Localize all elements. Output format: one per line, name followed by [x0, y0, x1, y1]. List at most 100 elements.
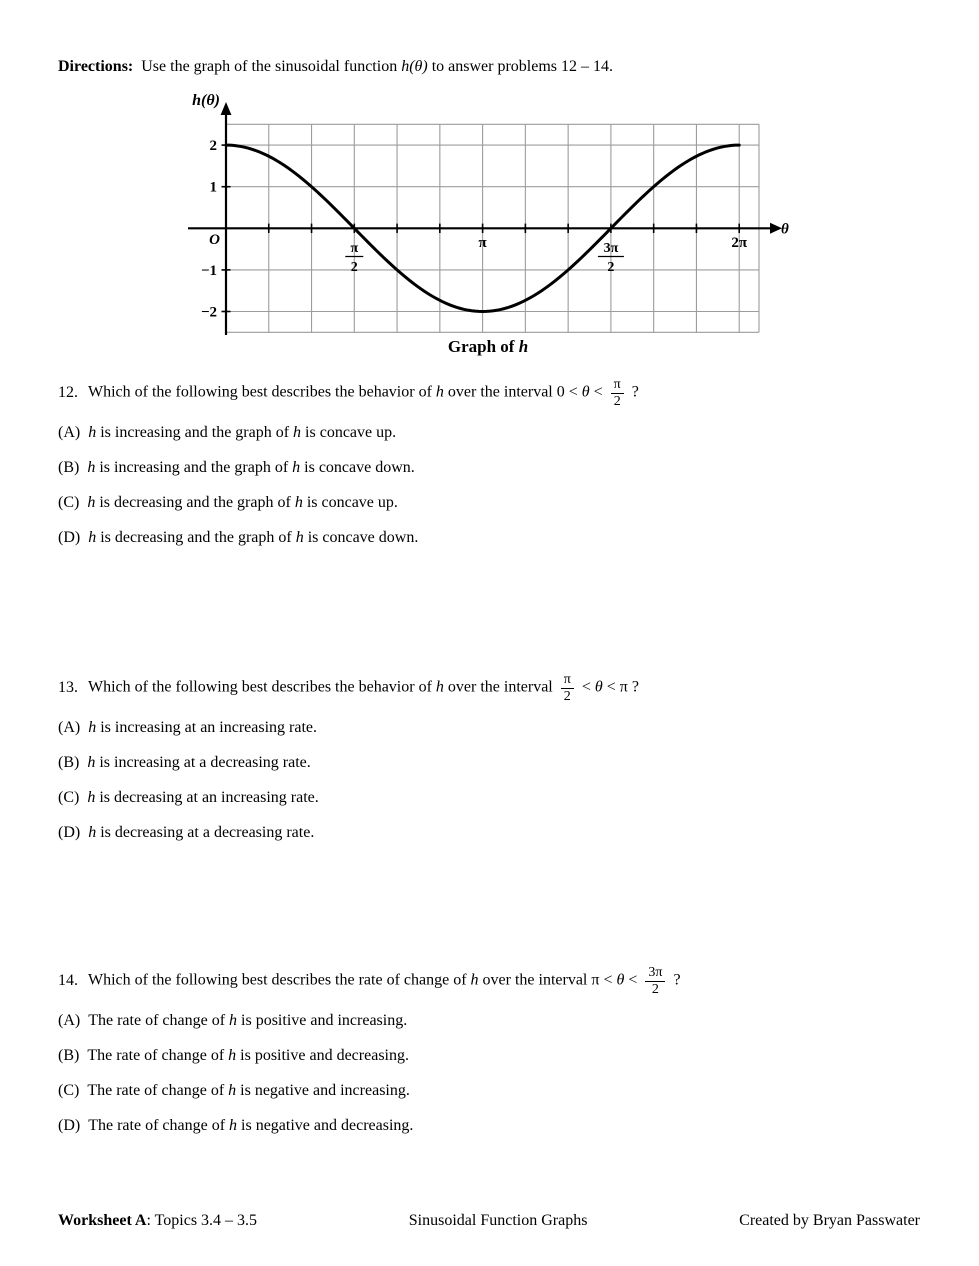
math-var: h	[294, 494, 303, 511]
question-14: 14. Which of the following best describes…	[58, 959, 938, 1151]
math-var: h	[229, 1012, 238, 1029]
choice-row: (D) h is decreasing at a decreasing rate.	[58, 823, 938, 843]
text-run: Which of the following best describes th…	[88, 383, 436, 401]
choices-list: (A) h is increasing at an increasing rate…	[58, 718, 938, 843]
text-run: The rate of change of	[87, 1047, 229, 1064]
math-var: h	[88, 719, 97, 736]
math-var: θ	[594, 678, 603, 696]
page-footer: Worksheet A: Topics 3.4 – 3.5 Sinusoidal…	[58, 1212, 920, 1230]
text-run: over the interval	[443, 678, 557, 696]
choice-row: (B) h is increasing and the graph of h is…	[58, 458, 938, 478]
footer-right: Created by Bryan Passwater	[739, 1212, 920, 1229]
question-number: 12.	[58, 384, 78, 401]
text-run: Which of the following best describes th…	[88, 678, 436, 696]
directions-text: Use the graph of the sinusoidal function	[133, 58, 402, 75]
text-run: is concave down.	[300, 459, 415, 476]
text-run: is decreasing at a decreasing rate.	[96, 824, 315, 841]
text-run: <	[624, 971, 642, 989]
text-run: is decreasing at an increasing rate.	[95, 789, 319, 806]
math-var: h	[292, 459, 301, 476]
choice-label: (C)	[58, 1082, 80, 1099]
function-graph: h(θ) θ O 2 1 −1 −2 π 2 π 3π 2 2π Graph of h	[150, 85, 800, 360]
text-run: is increasing at an increasing rate.	[96, 719, 318, 736]
math-var: h	[88, 529, 97, 546]
choice-row: (B) h is increasing at a decreasing rate.	[58, 753, 938, 773]
text-run: is concave up.	[301, 424, 397, 441]
y-tick-label: −1	[201, 263, 217, 279]
footer-topics: : Topics 3.4 – 3.5	[146, 1212, 258, 1229]
text-run: is negative and increasing.	[236, 1082, 410, 1099]
text-run: is decreasing and the graph of	[96, 529, 296, 546]
fraction-numerator: π	[610, 377, 624, 394]
text-run: is negative and decreasing.	[237, 1117, 414, 1134]
y-tick-label: −2	[201, 305, 217, 321]
choice-label: (A)	[58, 424, 81, 441]
choice-label: (D)	[58, 529, 81, 546]
math-var: h	[295, 529, 304, 546]
math-var: h	[229, 1117, 238, 1134]
text-run: 0 <	[556, 383, 582, 401]
choice-label: (B)	[58, 459, 80, 476]
function-curve	[224, 143, 741, 314]
math-var: h	[87, 494, 96, 511]
text-run: < π ?	[602, 678, 639, 696]
question-stem: 12. Which of the following best describes…	[58, 371, 938, 415]
text-run: The rate of change of	[88, 1012, 230, 1029]
question-stem: 13. Which of the following best describes…	[58, 666, 938, 710]
x-tick-label: π	[478, 235, 487, 251]
choice-label: (B)	[58, 754, 80, 771]
text-run: is positive and decreasing.	[236, 1047, 409, 1064]
choices-list: (A) The rate of change of h is positive a…	[58, 1011, 938, 1136]
choice-label: (C)	[58, 494, 80, 511]
graph-caption-text: Graph of	[447, 337, 519, 356]
x-tick-label-denominator: 2	[351, 260, 358, 275]
y-axis-label: h(θ)	[192, 92, 220, 109]
fraction-numerator: 3π	[645, 965, 666, 982]
choice-row: (C) The rate of change of h is negative a…	[58, 1081, 938, 1101]
fraction: 3π 2	[645, 965, 666, 997]
choice-label: (D)	[58, 824, 81, 841]
origin-label: O	[209, 232, 220, 248]
choice-label: (A)	[58, 1012, 81, 1029]
math-var: h	[435, 383, 444, 401]
text-run: is increasing and the graph of	[95, 459, 293, 476]
choice-label: (D)	[58, 1117, 81, 1134]
math-var: h	[87, 754, 96, 771]
question-13: 13. Which of the following best describes…	[58, 666, 938, 858]
text-run: ?	[669, 971, 681, 989]
text-run: The rate of change of	[88, 1117, 230, 1134]
footer-center: Sinusoidal Function Graphs	[408, 1212, 588, 1229]
choice-label: (C)	[58, 789, 80, 806]
question-number: 13.	[58, 679, 78, 696]
math-var: θ	[616, 971, 625, 989]
text-run: over the interval	[443, 383, 557, 401]
question-text: Which of the following best describes th…	[88, 672, 639, 704]
graph-caption-h: h	[518, 337, 529, 356]
question-stem: 14. Which of the following best describes…	[58, 959, 938, 1003]
choice-row: (A) The rate of change of h is positive a…	[58, 1011, 938, 1031]
question-12: 12. Which of the following best describes…	[58, 371, 938, 563]
choice-row: (D) h is decreasing and the graph of h is…	[58, 528, 938, 548]
math-var: h	[435, 678, 444, 696]
choice-row: (A) h is increasing at an increasing rate…	[58, 718, 938, 738]
choice-row: (A) h is increasing and the graph of h is…	[58, 423, 938, 443]
choice-label: (B)	[58, 1047, 80, 1064]
math-var: h	[470, 971, 479, 989]
text-run: is increasing and the graph of	[96, 424, 294, 441]
question-text: Which of the following best describes th…	[88, 377, 639, 409]
fraction-numerator: π	[560, 672, 574, 689]
math-var: θ	[581, 383, 590, 401]
choice-row: (D) The rate of change of h is negative a…	[58, 1116, 938, 1136]
y-axis-arrow-icon	[220, 102, 232, 115]
text-run: <	[577, 678, 595, 696]
footer-left: Worksheet A: Topics 3.4 – 3.5	[58, 1212, 257, 1230]
directions: Directions: Use the graph of the sinusoi…	[58, 58, 613, 76]
math-var: h	[87, 789, 96, 806]
y-tick-label: 1	[210, 180, 218, 196]
x-tick-label: 2π	[731, 235, 748, 251]
y-tick-label: 2	[210, 138, 218, 154]
fraction-denominator: 2	[651, 981, 659, 997]
